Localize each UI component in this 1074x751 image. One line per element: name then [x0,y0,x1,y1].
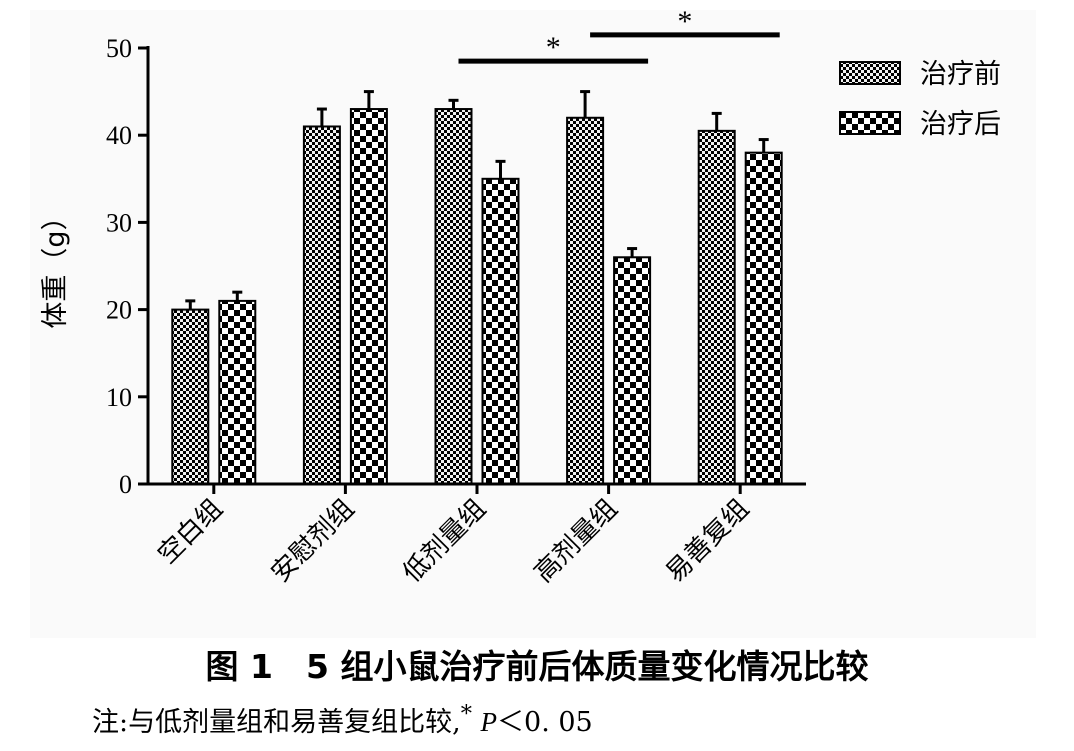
note-suffix: ＜0. 05 [497,707,593,738]
y-tick-label-3: 30 [106,208,132,237]
note-prefix: 注:与低剂量组和易善复组比较, [92,707,461,738]
legend-swatch-1 [839,111,901,135]
bar-after-0 [218,299,257,485]
bar-before-4 [697,129,736,485]
bar-before-2 [434,108,473,485]
x-tick-label-4: 易善复组 [660,494,754,588]
bar-after-1 [349,108,388,485]
x-tick-label-3: 高剂量组 [529,494,623,588]
axes-layer: 空白组 安慰剂组 低剂量组 高剂量组 易善复组 0 10 20 30 40 50 体重（g） [40,34,806,588]
bar-after-3 [613,256,652,485]
y-axis-label: 体重（g） [40,203,71,328]
significance-star-0: * [546,31,561,64]
x-tick-label-1: 安慰剂组 [266,494,360,588]
bar-before-0 [171,308,210,485]
bar-before-1 [302,125,341,485]
figure-caption: 图 1 5 组小鼠治疗前后体质量变化情况比较 [205,647,869,686]
chart-panel: 空白组 安慰剂组 低剂量组 高剂量组 易善复组 0 10 20 30 40 50 体重（g） * * 治… [30,10,1036,638]
bar-after-4 [744,151,783,485]
note-star: * [460,701,472,727]
y-tick-label-1: 10 [106,383,132,412]
legend-label-1: 治疗后 [920,109,1001,140]
y-tick-label-2: 20 [106,296,132,325]
error-bars-layer [185,90,769,310]
x-tick-label-0: 空白组 [152,494,228,570]
bar-before-3 [566,116,605,485]
y-tick-label-0: 0 [119,470,132,499]
x-tick-label-2: 低剂量组 [397,494,491,588]
y-tick-label-4: 40 [106,121,132,150]
bars-layer [171,108,783,486]
legend-swatch-0 [839,61,901,85]
note-p-symbol: P [480,707,498,737]
bar-after-2 [481,177,520,486]
y-tick-label-5: 50 [106,34,132,63]
figure-note: 注:与低剂量组和易善复组比较,* P＜0. 05 [92,700,593,739]
significance-layer: ** [458,10,780,64]
legend-label-0: 治疗前 [920,59,1001,90]
significance-star-1: * [677,10,692,38]
